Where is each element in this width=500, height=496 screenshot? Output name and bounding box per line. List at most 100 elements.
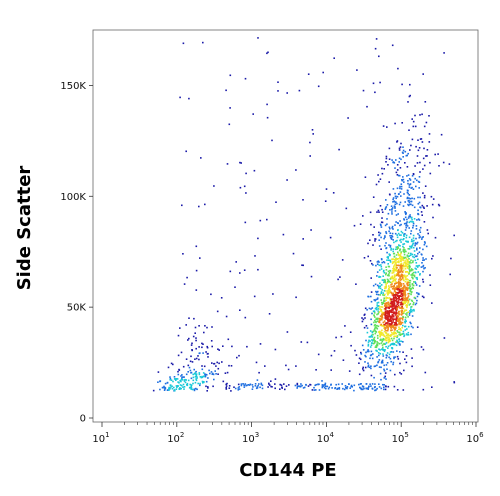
event-dot xyxy=(183,283,186,285)
event-dot xyxy=(382,355,385,357)
event-dot xyxy=(396,330,398,332)
event-dot xyxy=(390,316,392,319)
event-dot xyxy=(183,388,185,390)
event-dot xyxy=(186,382,189,385)
event-dot xyxy=(386,251,388,254)
event-dot xyxy=(382,302,385,305)
event-dot xyxy=(379,81,381,84)
event-dot xyxy=(328,386,331,389)
event-dot xyxy=(270,380,272,382)
event-dot xyxy=(302,387,305,389)
event-dot xyxy=(312,133,314,135)
event-dot xyxy=(404,267,407,270)
event-dot xyxy=(369,357,371,360)
event-dot xyxy=(412,303,414,306)
event-dot xyxy=(187,364,190,367)
event-dot xyxy=(429,161,431,164)
event-dot xyxy=(413,206,416,209)
event-dot xyxy=(422,73,424,75)
event-dot xyxy=(391,339,394,342)
event-dot xyxy=(296,382,299,385)
event-dot xyxy=(405,313,407,315)
event-dot xyxy=(366,331,369,334)
event-dot xyxy=(375,346,378,349)
event-dot xyxy=(337,383,340,386)
event-dot xyxy=(385,285,387,287)
event-dot xyxy=(378,317,381,320)
event-dot xyxy=(396,339,398,342)
event-dot xyxy=(390,302,393,305)
event-dot xyxy=(409,284,411,286)
event-dot xyxy=(386,337,389,339)
event-dot xyxy=(389,259,392,262)
event-dot xyxy=(413,281,415,283)
event-dot xyxy=(399,303,402,306)
event-dot xyxy=(376,261,379,263)
event-dot xyxy=(398,343,401,346)
event-dot xyxy=(225,383,227,386)
event-dot xyxy=(301,264,303,266)
event-dot xyxy=(411,253,414,256)
event-dot xyxy=(181,378,183,381)
event-dot xyxy=(323,384,325,386)
event-dot xyxy=(270,385,272,388)
event-dot xyxy=(416,299,418,302)
event-dot xyxy=(213,378,215,381)
event-dot xyxy=(406,298,408,300)
event-dot xyxy=(388,356,390,359)
event-dot xyxy=(418,229,421,231)
event-dot xyxy=(362,349,365,351)
event-dot xyxy=(181,204,183,207)
event-dot xyxy=(185,150,187,153)
event-dot xyxy=(191,361,194,363)
event-dot xyxy=(404,286,407,288)
event-dot xyxy=(366,387,369,390)
event-dot xyxy=(391,44,394,47)
event-dot xyxy=(423,164,426,167)
event-dot xyxy=(392,261,394,264)
event-dot xyxy=(390,343,393,345)
event-dot xyxy=(412,255,414,258)
event-dot xyxy=(400,284,403,287)
event-dot xyxy=(423,125,426,128)
event-dot xyxy=(393,356,395,359)
event-dot xyxy=(453,234,455,237)
event-dot xyxy=(203,381,205,384)
event-dot xyxy=(255,387,258,390)
event-dot xyxy=(411,204,414,207)
event-dot xyxy=(392,271,395,274)
event-dot xyxy=(198,373,201,376)
event-dot xyxy=(367,387,370,389)
event-dot xyxy=(421,253,423,256)
event-dot xyxy=(399,264,402,267)
event-dot xyxy=(415,284,418,286)
event-dot xyxy=(390,311,393,314)
event-dot xyxy=(385,290,387,292)
event-dot xyxy=(190,372,192,374)
event-dot xyxy=(354,349,356,352)
event-dot xyxy=(417,149,420,152)
event-dot xyxy=(409,149,411,151)
event-dot xyxy=(400,314,403,316)
event-dot xyxy=(400,264,403,266)
event-dot xyxy=(407,325,410,328)
event-dot xyxy=(370,291,373,293)
event-dot xyxy=(419,196,421,199)
event-dot xyxy=(380,315,382,317)
event-dot xyxy=(373,336,376,339)
event-dot xyxy=(240,383,243,385)
event-dot xyxy=(338,148,340,151)
event-dot xyxy=(225,315,228,318)
event-dot xyxy=(203,331,205,334)
event-dot xyxy=(385,318,387,320)
event-dot xyxy=(372,284,375,287)
event-dot xyxy=(334,387,336,390)
event-dot xyxy=(403,312,405,314)
event-dot xyxy=(393,303,396,305)
event-dot xyxy=(404,293,406,296)
event-dot xyxy=(384,302,386,305)
event-dot xyxy=(401,294,404,297)
event-dot xyxy=(385,299,387,301)
event-dot xyxy=(363,326,366,329)
event-dot xyxy=(369,211,372,214)
